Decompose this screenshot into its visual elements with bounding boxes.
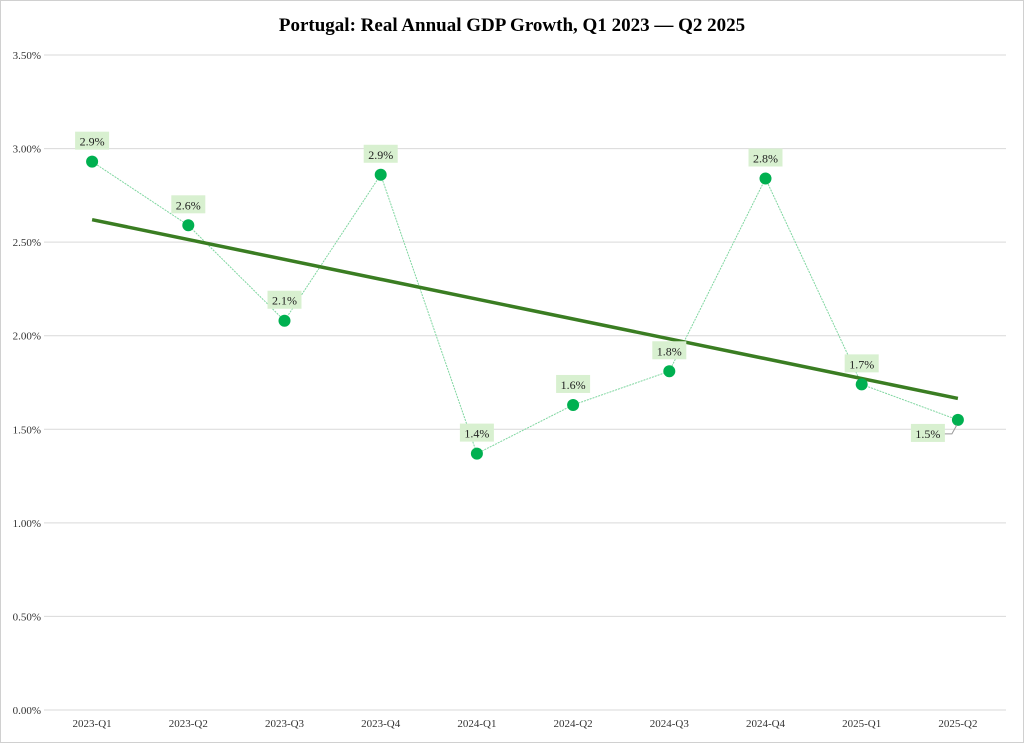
data-label-bg: [267, 290, 302, 309]
x-tick-label: 2023-Q4: [361, 718, 401, 730]
data-label: 2.9%: [368, 148, 393, 162]
data-point: [374, 168, 387, 181]
y-tick-label: 1.00%: [13, 518, 41, 530]
data-label: 1.8%: [657, 344, 682, 358]
data-label: 1.5%: [915, 427, 940, 441]
x-tick-label: 2023-Q1: [73, 718, 112, 730]
x-tick-label: 2024-Q3: [650, 718, 690, 730]
trend-line: [91, 217, 959, 401]
data-label: 1.4%: [464, 427, 489, 441]
data-point: [663, 365, 676, 378]
x-tick-label: 2023-Q2: [169, 718, 208, 730]
x-tick-label: 2024-Q4: [746, 718, 786, 730]
data-point: [759, 172, 772, 185]
leader-line: [943, 424, 958, 435]
data-point: [951, 413, 964, 426]
data-label-bg: [748, 148, 783, 167]
x-tick-label: 2024-Q2: [554, 718, 593, 730]
series-line: [91, 161, 959, 455]
data-label: 2.9%: [80, 135, 105, 149]
y-tick-label: 1.50%: [13, 424, 41, 436]
data-point: [855, 378, 868, 391]
y-tick-label: 0.00%: [13, 705, 41, 717]
data-label-bg: [459, 423, 494, 442]
data-label: 2.1%: [272, 294, 297, 308]
data-label-bg: [652, 341, 687, 360]
data-label-bg: [75, 131, 110, 150]
data-label: 2.6%: [176, 198, 201, 212]
y-tick-label: 3.50%: [13, 50, 41, 62]
data-label: 1.7%: [849, 357, 874, 371]
chart-title: Portugal: Real Annual GDP Growth, Q1 202…: [278, 15, 746, 36]
data-point: [182, 219, 195, 232]
x-tick-label: 2023-Q3: [265, 718, 305, 730]
data-label-bg: [171, 195, 206, 214]
data-label: 2.8%: [753, 152, 778, 166]
data-point: [567, 398, 580, 411]
data-point: [278, 314, 291, 327]
y-tick-label: 2.00%: [13, 331, 41, 343]
y-tick-label: 0.50%: [13, 611, 41, 623]
x-tick-label: 2025-Q2: [938, 718, 977, 730]
data-label-bg: [844, 354, 879, 373]
data-label: 1.6%: [561, 378, 586, 392]
x-tick-label: 2024-Q1: [457, 718, 496, 730]
data-label-bg: [363, 144, 398, 163]
y-tick-label: 2.50%: [13, 237, 41, 249]
data-point: [470, 447, 483, 460]
data-point: [86, 155, 99, 168]
data-label-bg: [556, 374, 591, 393]
x-tick-label: 2025-Q1: [842, 718, 881, 730]
y-tick-label: 3.00%: [13, 144, 41, 156]
data-label-bg: [910, 423, 945, 442]
